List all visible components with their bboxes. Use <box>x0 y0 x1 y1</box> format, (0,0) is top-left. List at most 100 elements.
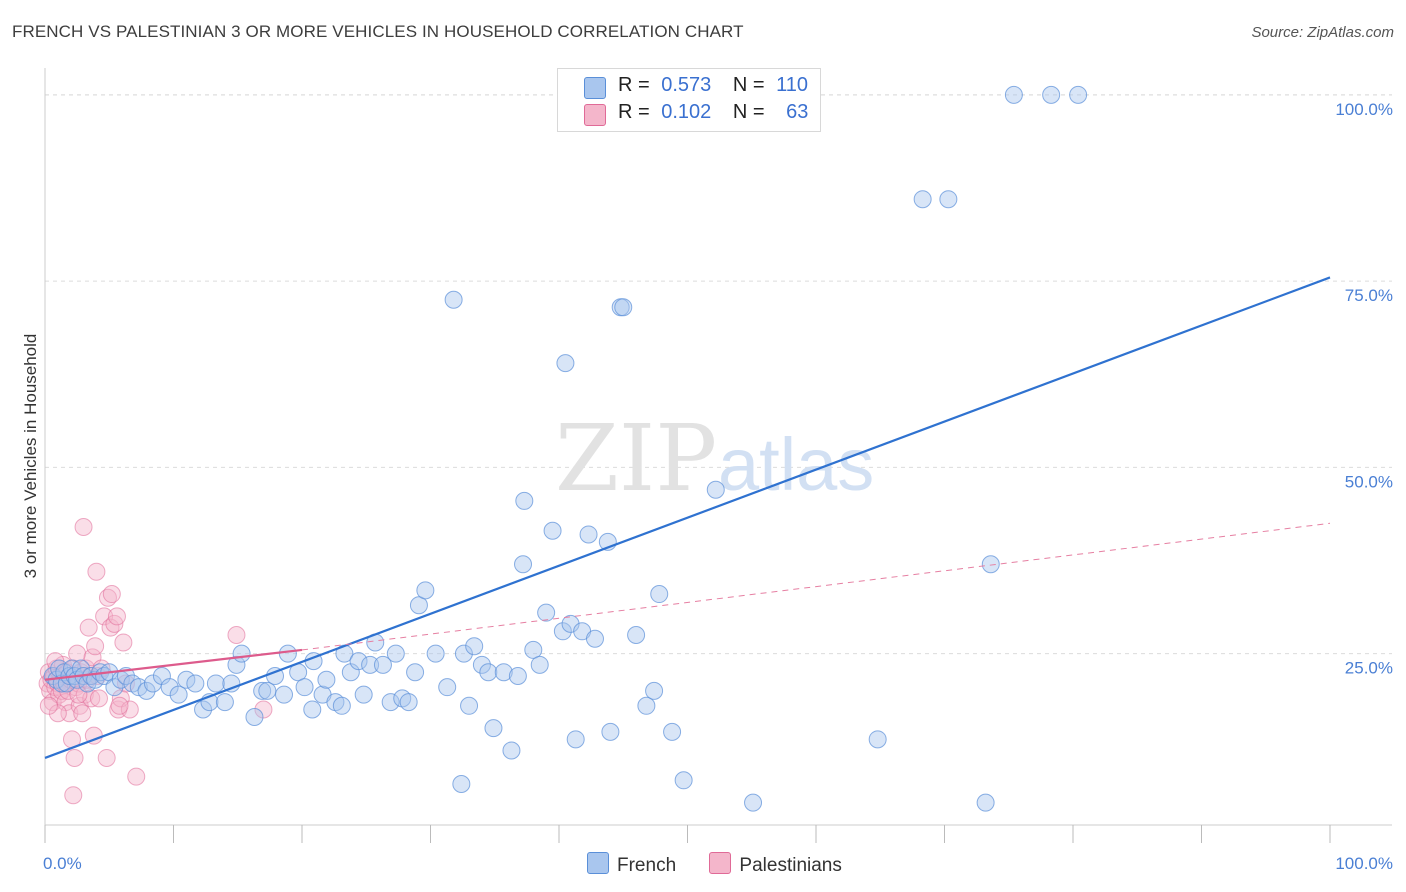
french-point <box>354 685 373 704</box>
palestinian-point <box>127 767 146 786</box>
palestinian-point <box>39 696 58 715</box>
french-point <box>484 719 503 738</box>
y-tick-label: 100.0% <box>1335 100 1393 119</box>
legend-row-french: R = 0.573 N = 110 <box>618 74 808 100</box>
french-points <box>43 85 1088 812</box>
palestinian-point <box>48 704 67 723</box>
french-point <box>472 655 491 674</box>
palestinian-point <box>64 786 83 805</box>
french-point <box>426 644 445 663</box>
source-label: Source: ZipAtlas.com <box>1251 24 1394 41</box>
french-point <box>460 696 479 715</box>
r-value: 0.102 <box>661 101 712 123</box>
french-point <box>416 581 435 600</box>
palestinian-point <box>105 614 124 633</box>
french-point <box>674 771 693 790</box>
french-point <box>206 674 225 693</box>
french-point <box>566 730 585 749</box>
french-point <box>706 480 725 499</box>
french-point <box>137 681 156 700</box>
french-point <box>913 190 932 209</box>
palestinian-point <box>120 700 139 719</box>
legend-label-palestinians: Palestinians <box>739 855 842 876</box>
x-tick-label: 0.0% <box>43 854 82 873</box>
palestinian-point <box>107 607 126 626</box>
french-point <box>332 696 351 715</box>
french-point <box>465 637 484 656</box>
french-point <box>278 644 297 663</box>
french-point <box>275 685 294 704</box>
y-tick-label: 25.0% <box>1345 659 1393 678</box>
r-label: R = <box>618 101 650 123</box>
n-value: 63 <box>786 101 809 123</box>
legend-item-palestinians[interactable]: Palestinians <box>709 852 842 877</box>
french-point <box>105 678 124 697</box>
french-point <box>186 674 205 693</box>
french-point <box>454 644 473 663</box>
french-point <box>169 685 188 704</box>
french-point <box>645 681 664 700</box>
french-point <box>406 663 425 682</box>
french-point <box>650 585 669 604</box>
french-point <box>601 722 620 741</box>
palestinian-swatch <box>709 852 732 874</box>
french-point <box>663 722 682 741</box>
palestinian-point <box>97 748 116 767</box>
y-axis-label: 3 or more Vehicles in Household <box>21 334 40 579</box>
french-point <box>215 693 234 712</box>
legend-label-french: French <box>617 855 677 876</box>
r-value: 0.573 <box>661 74 712 96</box>
palestinian-trend-extension <box>301 522 1331 651</box>
legend-item-french[interactable]: French <box>587 852 676 877</box>
french-point <box>868 730 887 749</box>
french-point <box>939 190 958 209</box>
french-point <box>386 644 405 663</box>
x-tick-label: 100.0% <box>1335 854 1393 873</box>
palestinian-point <box>74 518 93 536</box>
watermark: ZIP atlas <box>555 405 874 512</box>
french-point <box>303 700 322 719</box>
french-point <box>479 663 498 682</box>
french-point <box>1004 85 1023 104</box>
y-tick-label: 75.0% <box>1345 286 1393 305</box>
french-point <box>438 678 457 697</box>
palestinian-point <box>95 607 114 626</box>
palestinian-point <box>79 618 98 637</box>
french-point <box>1042 85 1061 104</box>
french-point <box>373 655 392 674</box>
french-point <box>530 655 549 674</box>
french-point <box>143 674 162 693</box>
french-point <box>258 681 277 700</box>
trend-lines <box>44 276 1331 759</box>
n-value: 110 <box>776 74 809 96</box>
french-point <box>444 290 463 309</box>
french-point <box>71 659 90 678</box>
r-label: R = <box>618 74 650 96</box>
french-point <box>253 681 272 700</box>
palestinian-point <box>254 700 273 719</box>
palestinian-swatch <box>584 104 606 126</box>
french-swatch <box>587 852 609 874</box>
french-point <box>452 775 471 794</box>
french-point <box>627 626 646 645</box>
french-point <box>399 693 418 712</box>
palestinian-point <box>87 562 106 581</box>
french-point <box>502 741 521 760</box>
n-label: N = <box>732 101 765 123</box>
french-point <box>614 298 633 317</box>
y-tick-label: 50.0% <box>1345 472 1393 491</box>
french-point <box>295 678 314 697</box>
french-point <box>543 521 562 540</box>
palestinian-point <box>86 637 105 656</box>
watermark-atlas: atlas <box>718 423 874 506</box>
french-point <box>245 707 264 726</box>
n-label: N = <box>732 74 765 96</box>
french-point <box>494 663 513 682</box>
french-point <box>177 670 196 689</box>
french-point <box>579 525 598 544</box>
palestinian-point <box>227 626 246 645</box>
french-point <box>508 667 527 685</box>
legend-row-palestinian: R = 0.102 N = 63 <box>618 101 808 127</box>
french-point <box>194 700 213 719</box>
french-trend-line <box>44 276 1331 759</box>
